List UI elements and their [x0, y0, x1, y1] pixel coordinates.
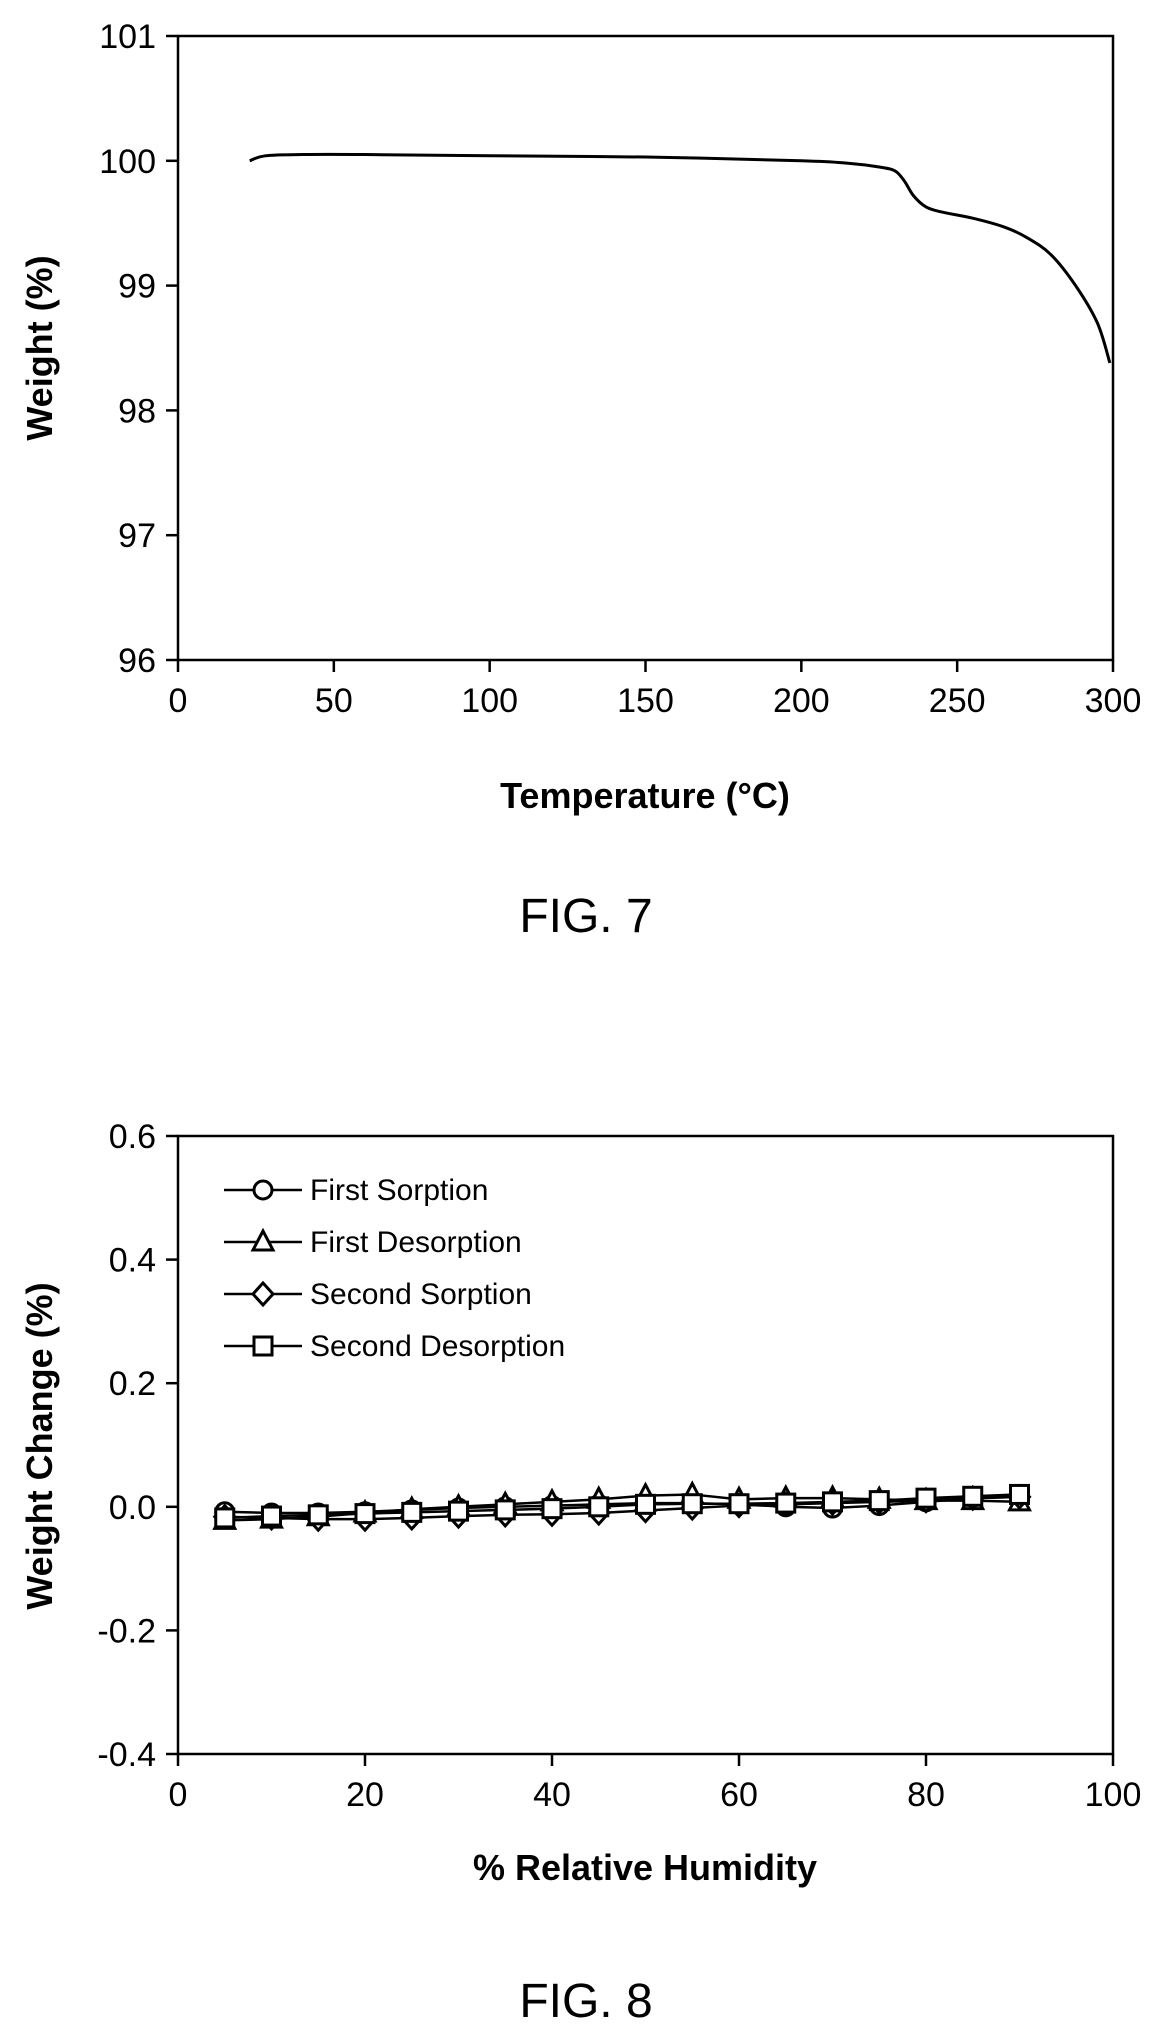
dvs-x-tick-label: 60 [720, 1776, 758, 1814]
tga-y-tick-label: 96 [118, 642, 156, 680]
series-second-sorption [212, 1483, 1032, 1533]
second-desorption-point [915, 1487, 937, 1509]
tga-chart: 96 97 98 99 100 101 0 50 100 150 200 250 300 Temper… [19, 18, 1141, 943]
second-desorption-point [588, 1496, 610, 1518]
dvs-y-tick-label: -0.2 [97, 1612, 156, 1650]
second-desorption-point [1009, 1483, 1030, 1505]
second-desorption-point [354, 1503, 376, 1525]
tga-x-tick-label: 0 [169, 682, 188, 720]
second-desorption-point [868, 1490, 890, 1512]
tga-y-tick-label: 99 [118, 268, 156, 306]
legend-label: First Desorption [310, 1226, 522, 1259]
dvs-y-tick-label: 0.0 [109, 1489, 156, 1527]
second-desorption-point [541, 1498, 563, 1520]
legend-item-first-sorption: First Sorption [224, 1174, 488, 1207]
tga-y-tick-label: 101 [99, 18, 156, 56]
dvs-y-tick-label: 0.6 [109, 1118, 156, 1156]
second-desorption-point [775, 1492, 797, 1514]
legend-label: First Sorption [310, 1174, 488, 1207]
second-desorption-point [261, 1505, 282, 1527]
dvs-chart: -0.4 -0.2 0.0 0.2 0.4 0.6 0 20 40 60 80 100 First … [19, 1118, 1141, 2028]
tga-x-tick-label: 150 [617, 682, 674, 720]
second-desorption-point [728, 1493, 750, 1515]
figure-8-caption: FIG. 8 [519, 1975, 652, 2028]
dvs-y-tick-label: -0.4 [97, 1736, 156, 1774]
tga-x-axis-label: Temperature (°C) [500, 775, 790, 816]
legend-item-second-desorption: Second Desorption [224, 1330, 565, 1363]
tga-weight-curve [249, 152, 1112, 364]
dvs-x-axis-label: % Relative Humidity [473, 1847, 817, 1888]
dvs-y-tick-label: 0.2 [109, 1365, 156, 1403]
legend-item-first-desorption: First Desorption [224, 1226, 522, 1259]
second-desorption-point [448, 1500, 469, 1522]
tga-y-tick-label: 97 [118, 517, 156, 555]
tga-y-tick-label: 98 [118, 392, 156, 430]
legend-item-second-sorption: Second Sorption [224, 1278, 532, 1311]
legend-marker-square [252, 1335, 274, 1357]
tga-x-tick-label: 50 [315, 682, 353, 720]
dvs-x-tick-label: 80 [907, 1776, 945, 1814]
dvs-y-axis: -0.4 -0.2 0.0 0.2 0.4 0.6 [97, 1118, 178, 1774]
second-desorption-point [822, 1491, 843, 1513]
dvs-x-tick-label: 100 [1085, 1776, 1142, 1814]
second-desorption-point [401, 1501, 423, 1523]
dvs-x-tick-label: 20 [346, 1776, 384, 1814]
legend-marker-triangle [250, 1227, 276, 1252]
second-desorption-point [214, 1507, 236, 1529]
tga-x-tick-label: 100 [461, 682, 518, 720]
dvs-legend: First Sorption First Desorption Second Sor… [224, 1174, 565, 1363]
second-desorption-point [681, 1493, 703, 1515]
legend-label: Second Sorption [310, 1278, 532, 1311]
dvs-y-tick-label: 0.4 [109, 1242, 156, 1280]
dvs-x-tick-label: 0 [169, 1776, 188, 1814]
second-desorption-point [962, 1485, 984, 1507]
series-second-desorption [214, 1483, 1030, 1529]
tga-y-axis-label: Weight (%) [19, 255, 60, 440]
legend-marker-diamond [250, 1280, 276, 1308]
figure-7-caption: FIG. 7 [519, 890, 652, 943]
second-desorption-point [494, 1499, 516, 1521]
dvs-plot-frame [176, 1134, 1115, 1756]
tga-x-tick-label: 300 [1085, 682, 1142, 720]
legend-label: Second Desorption [310, 1330, 565, 1363]
tga-y-axis: 96 97 98 99 100 101 [99, 18, 178, 680]
dvs-y-axis-label: Weight Change (%) [19, 1282, 60, 1609]
dvs-x-tick-label: 40 [533, 1776, 571, 1814]
tga-plot-frame [176, 34, 1115, 662]
dvs-series-group [212, 1480, 1032, 1533]
dvs-x-axis: 0 20 40 60 80 100 [169, 1754, 1142, 1814]
second-desorption-point [635, 1493, 656, 1515]
tga-x-tick-label: 200 [773, 682, 830, 720]
tga-x-axis: 0 50 100 150 200 250 300 [169, 660, 1142, 720]
tga-y-tick-label: 100 [99, 143, 156, 181]
tga-x-tick-label: 250 [929, 682, 986, 720]
second-desorption-point [307, 1504, 329, 1526]
legend-marker-circle [252, 1179, 274, 1201]
